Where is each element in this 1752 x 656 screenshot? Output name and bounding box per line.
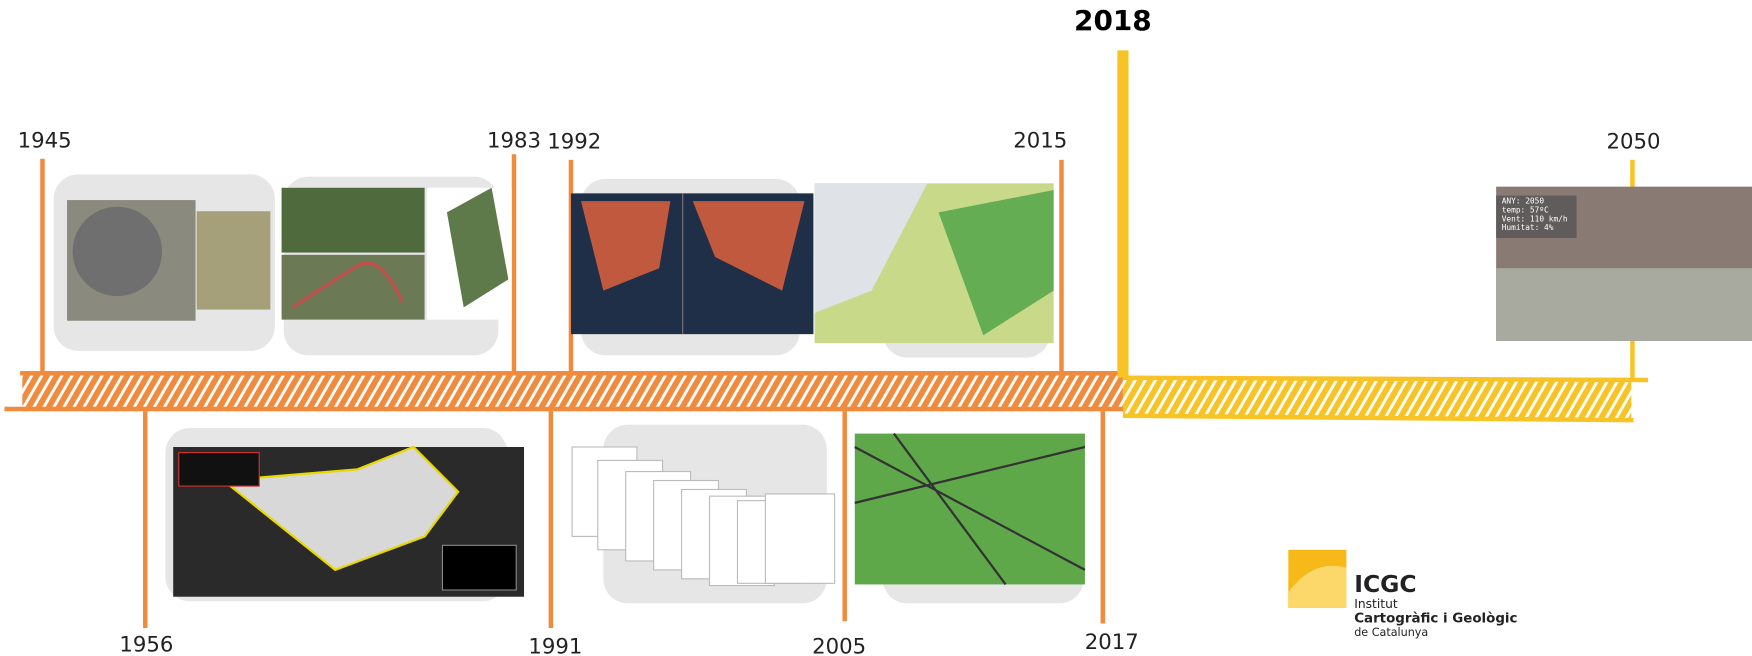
overlay-line: ANY: 2050	[1502, 196, 1545, 205]
timeline-band	[4, 371, 1649, 423]
milestone-year: 2018	[1074, 4, 1152, 37]
logo-text: de Catalunya	[1354, 626, 1428, 639]
year-label: 2005	[812, 635, 866, 656]
year-label: 1992	[547, 130, 601, 155]
thumbnails: ANY: 2050 temp: 57ºC Vent: 110 km/h Humi…	[53, 174, 1752, 604]
year-label: 2015	[1013, 129, 1067, 154]
year-label: 1945	[18, 129, 72, 154]
overlay-line: Humitat: 4%	[1502, 223, 1554, 232]
overlay-line: Vent: 110 km/h	[1502, 214, 1568, 223]
year-label: 1991	[528, 635, 582, 656]
year-label: 1956	[119, 632, 173, 656]
logo-acronym: ICGC	[1354, 570, 1416, 598]
year-label: 1983	[487, 129, 541, 154]
logo-text: Institut	[1354, 597, 1398, 611]
logo-text: Cartogràfic i Geològic	[1354, 610, 1517, 626]
logo: ICGC Institut Cartogràfic i Geològic de …	[1288, 549, 1518, 639]
overlay-line: temp: 57ºC	[1502, 205, 1549, 214]
year-label: 2017	[1085, 630, 1139, 655]
year-label: 2050	[1607, 130, 1661, 155]
